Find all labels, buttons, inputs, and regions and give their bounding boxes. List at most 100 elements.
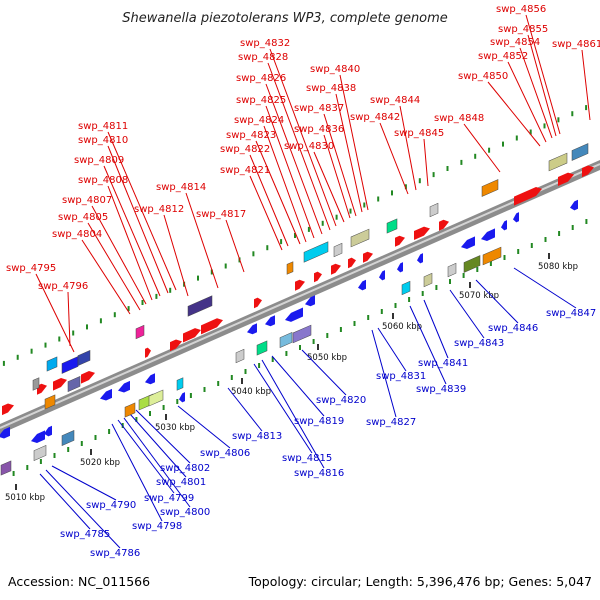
tick-mark — [99, 318, 102, 324]
forward-leader-line — [339, 74, 369, 211]
reverse-gene-arrow — [179, 392, 185, 403]
gene-box — [33, 445, 47, 461]
tick-mark — [217, 381, 220, 386]
reverse-leader-line — [227, 387, 263, 432]
gene-box — [548, 152, 568, 172]
forward-gene-arrow — [514, 186, 542, 206]
reverse-gene-label: swp_4785 — [60, 529, 110, 540]
forward-leader-line — [107, 131, 177, 291]
forward-gene-label: swp_4817 — [196, 209, 246, 220]
forward-leader-line — [581, 49, 591, 121]
forward-leader-line — [269, 48, 337, 227]
forward-gene-arrow — [363, 251, 373, 263]
reverse-gene-arrow — [247, 323, 257, 335]
reverse-leader-line — [301, 349, 347, 396]
reverse-gene-arrow — [461, 236, 475, 249]
tick-mark — [244, 369, 247, 374]
reverse-leader-line — [117, 419, 175, 494]
forward-leader-line — [91, 205, 147, 305]
forward-gene-label: swp_4861 — [552, 39, 600, 50]
tick-mark — [2, 360, 5, 366]
tick-mark — [307, 226, 310, 232]
accession-text: Accession: NC_011566 — [8, 574, 150, 589]
kbp-label: 5070 kbp — [459, 291, 499, 301]
forward-leader-line — [103, 165, 161, 297]
kbp-tick — [317, 344, 319, 350]
reverse-leader-line — [135, 409, 191, 464]
reverse-gene-label: swp_4841 — [418, 358, 468, 369]
tick-mark — [155, 293, 158, 299]
tick-mark — [299, 345, 301, 350]
reverse-leader-line — [177, 405, 231, 449]
forward-leader-line — [519, 47, 553, 139]
reverse-leader-line — [377, 327, 407, 372]
tick-mark — [432, 172, 435, 178]
tick-mark — [108, 429, 111, 434]
reverse-leader-line — [409, 305, 447, 385]
tick-mark — [488, 147, 491, 153]
tick-mark — [252, 251, 255, 257]
forward-leader-line — [107, 185, 153, 301]
tick-mark — [544, 237, 547, 242]
tick-mark — [30, 348, 33, 354]
tick-mark — [53, 453, 56, 458]
forward-gene-arrow — [395, 235, 405, 247]
kbp-label: 5030 kbp — [155, 423, 195, 433]
forward-leader-line — [87, 222, 141, 311]
kbp-label: 5010 kbp — [5, 493, 45, 503]
reverse-gene-label: swp_4831 — [376, 371, 426, 382]
forward-gene-label: swp_4852 — [478, 51, 528, 62]
tick-mark — [271, 357, 274, 362]
forward-leader-line — [35, 273, 75, 353]
tick-mark — [285, 351, 288, 356]
forward-gene-label: swp_4812 — [134, 204, 184, 215]
forward-leader-line — [81, 239, 131, 315]
tick-mark — [571, 111, 574, 117]
tick-marks — [2, 105, 588, 476]
forward-gene-label: swp_4840 — [310, 64, 360, 75]
tick-mark — [391, 190, 393, 196]
gene-box — [77, 350, 91, 366]
gene-box — [386, 218, 398, 234]
reverse-gene-label: swp_4820 — [316, 395, 366, 406]
forward-gene-label: swp_4825 — [236, 95, 286, 106]
reverse-gene-arrow — [305, 295, 315, 307]
gene-box — [187, 295, 213, 317]
forward-gene-label: swp_4814 — [156, 182, 206, 193]
reverse-gene-label: swp_4800 — [160, 507, 210, 518]
forward-gene-arrow — [331, 263, 341, 275]
gene-box — [481, 179, 499, 197]
gene-box — [292, 324, 312, 344]
forward-gene-arrow — [145, 347, 151, 358]
tick-mark — [127, 306, 130, 312]
tick-mark — [394, 303, 397, 308]
forward-leader-line — [263, 125, 307, 243]
reverse-leader-line — [371, 329, 397, 418]
label-lines — [35, 14, 591, 549]
gene-box — [67, 376, 81, 392]
forward-gene-label: swp_4822 — [220, 144, 270, 155]
tick-mark — [326, 333, 329, 338]
genome-backbone — [0, 160, 600, 434]
tick-mark — [176, 399, 179, 404]
tick-mark — [517, 249, 520, 254]
forward-leader-line — [265, 105, 315, 239]
tick-mark — [446, 166, 449, 171]
forward-leader-line — [267, 62, 331, 231]
gene-box — [61, 430, 75, 446]
reverse-leader-line — [423, 299, 449, 359]
forward-gene-label: swp_4808 — [78, 175, 128, 186]
forward-leader-line — [185, 192, 219, 289]
gene-box — [303, 241, 329, 263]
forward-gene-arrow — [558, 172, 574, 187]
forward-leader-line — [379, 122, 409, 195]
tick-mark — [149, 411, 151, 416]
tick-mark — [203, 387, 206, 392]
tick-mark — [12, 471, 15, 476]
reverse-gene-label: swp_4802 — [160, 463, 210, 474]
reverse-gene-label: swp_4839 — [416, 384, 466, 395]
gene-box — [350, 228, 370, 248]
reverse-gene-label: swp_4815 — [282, 453, 332, 464]
tick-mark — [515, 135, 518, 141]
gene-box — [176, 377, 184, 391]
